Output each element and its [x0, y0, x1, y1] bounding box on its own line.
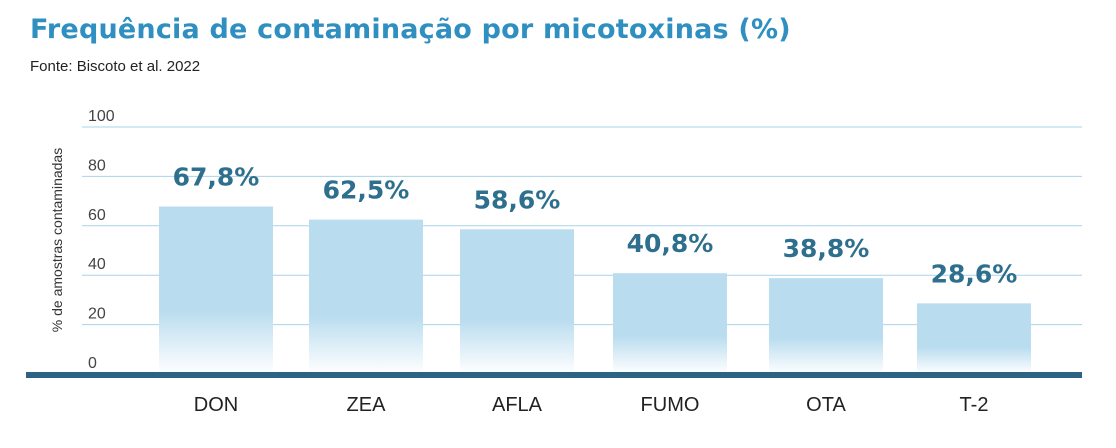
y-tick-label: 60: [88, 207, 106, 224]
bar-zea: [309, 219, 423, 374]
category-label: AFLA: [492, 394, 543, 416]
data-label: 67,8%: [173, 163, 260, 192]
y-tick-label: 40: [88, 256, 106, 273]
category-label: FUMO: [641, 394, 700, 416]
chart-title: Frequência de contaminação por micotoxin…: [30, 14, 791, 45]
bar-t-2: [917, 303, 1031, 374]
category-label: ZEA: [347, 394, 387, 416]
data-label: 28,6%: [931, 259, 1018, 288]
category-label: DON: [194, 394, 238, 416]
bars: [159, 206, 1031, 374]
bar-afla: [460, 229, 574, 374]
y-axis-ticks: 0 20 40 60 80 100: [88, 108, 115, 372]
category-label: OTA: [806, 394, 846, 416]
y-tick-label: 80: [88, 157, 106, 174]
bar-don: [159, 206, 273, 374]
category-label: T-2: [960, 394, 989, 416]
category-labels: DON ZEA AFLA FUMO OTA T-2: [194, 394, 989, 416]
data-label: 62,5%: [323, 176, 410, 205]
y-tick-label: 20: [88, 306, 106, 323]
y-tick-label: 100: [88, 108, 115, 125]
y-axis-label: % de amostras contaminadas: [49, 148, 65, 332]
data-label: 58,6%: [474, 185, 561, 214]
bar-ota: [769, 278, 883, 374]
data-labels: 67,8% 62,5% 58,6% 40,8% 38,8% 28,6%: [173, 163, 1018, 289]
chart-source: Fonte: Biscoto et al. 2022: [30, 58, 201, 75]
bar-fumo: [613, 273, 727, 374]
data-label: 40,8%: [627, 229, 714, 258]
y-tick-label: 0: [88, 355, 97, 372]
data-label: 38,8%: [783, 234, 870, 263]
